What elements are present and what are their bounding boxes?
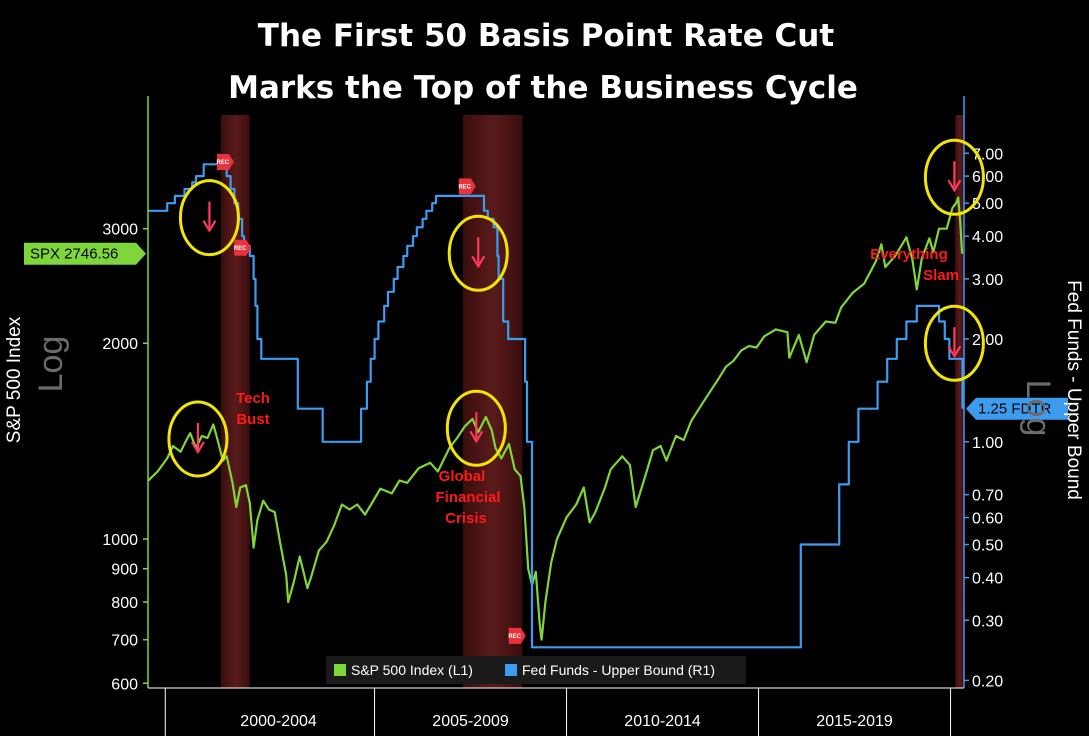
recession-band-1: [220, 115, 250, 688]
right-tick-label: 0.30: [972, 613, 1003, 630]
rec-marker-shape: [508, 627, 526, 644]
rec-marker-shape: [234, 239, 252, 256]
down-arrow-head: [202, 220, 217, 233]
highlight-ellipse: [445, 389, 507, 467]
spx-value-tag: SPX 2746.56: [24, 242, 146, 265]
annotation-everything-slam-line-2: Slam: [923, 267, 959, 284]
period-label-4: 2015-2019: [816, 713, 893, 730]
right-tick-label: 1.00: [972, 435, 1003, 452]
left-tick-label: 900: [111, 562, 138, 579]
chart-title-line-1: The First 50 Basis Point Rate Cut: [258, 18, 835, 54]
spx-series-line: [147, 196, 964, 641]
right-tick-label: 5.00: [972, 196, 1003, 213]
rec-marker-4: REC: [508, 627, 526, 644]
period-label-1: 2000-2004: [240, 713, 317, 730]
legend-label-fed: Fed Funds - Upper Bound (R1): [522, 662, 715, 678]
legend-swatch-fed: [505, 664, 517, 676]
chart-title-line-2: Marks the Top of the Business Cycle: [228, 70, 858, 106]
highlight-circle-5: [923, 138, 985, 216]
legend-label-spx: S&P 500 Index (L1): [351, 662, 473, 678]
down-arrow-head: [947, 179, 962, 193]
spx-tag-shape: [24, 242, 146, 265]
legend-background: [326, 656, 746, 684]
recession-band-2: [462, 115, 523, 688]
left-tick-label: 2000: [102, 336, 138, 353]
highlight-ellipse: [923, 138, 985, 216]
left-axis-scale-label: Log: [32, 336, 70, 393]
rec-marker-shape: [216, 153, 234, 170]
right-tick-label: 0.70: [972, 488, 1003, 505]
annotation-tech-bust-line-1: Tech: [236, 390, 270, 407]
rec-marker-3: REC: [458, 178, 476, 195]
annotation-everything-slam: Everything Slam: [870, 246, 959, 284]
annotation-gfc: Global Financial Crisis: [435, 468, 500, 527]
annotation-gfc-line-2: Financial: [435, 489, 500, 506]
spx-tag-label: SPX 2746.56: [30, 246, 118, 263]
axes: 600 700 800 900 1000 2000 3000 0.20 0.30 0.40 0.50…: [102, 96, 1003, 736]
annotation-tech-bust-line-2: Bust: [236, 411, 269, 428]
highlight-circle-1: [178, 179, 240, 257]
right-tick-label: 4.00: [972, 229, 1003, 246]
highlight-circle-4: [445, 389, 507, 467]
rec-marker-label: REC: [458, 184, 471, 190]
annotation-everything-slam-line-1: Everything: [870, 246, 948, 263]
fed-funds-value-tag: 1.25 FDTR: [966, 397, 1068, 420]
recession-bands: [220, 115, 964, 688]
rec-marker-label: REC: [217, 160, 230, 166]
left-tick-label: 700: [111, 633, 138, 650]
right-axis-label: Fed Funds - Upper Bound: [1063, 280, 1084, 500]
annotation-layer: REC REC REC REC SPX 2746.56 1.25 FDTR: [24, 138, 1068, 644]
down-arrow-head: [471, 255, 486, 269]
period-label-3: 2010-2014: [624, 713, 701, 730]
right-axis-scale-label: Log: [1019, 380, 1057, 437]
down-arrow-head: [469, 430, 484, 444]
annotation-gfc-line-1: Global: [439, 468, 486, 485]
left-tick-label: 3000: [102, 222, 138, 239]
recession-band-3: [955, 115, 964, 688]
rec-marker-shape: [458, 178, 476, 195]
right-tick-label: 2.00: [972, 332, 1003, 349]
rec-marker-label: REC: [508, 634, 521, 640]
right-tick-label: 6.00: [972, 169, 1003, 186]
rec-marker-2: REC: [234, 239, 252, 256]
highlight-ellipse: [923, 304, 985, 382]
down-arrow-head: [190, 441, 205, 455]
rec-marker-1: REC: [216, 153, 234, 170]
annotation-gfc-line-3: Crisis: [445, 510, 487, 527]
left-tick-label: 800: [111, 595, 138, 612]
highlight-ellipse: [178, 179, 240, 257]
legend-swatch-spx: [334, 664, 346, 676]
right-tick-label: 0.60: [972, 511, 1003, 528]
right-tick-label: 0.20: [972, 673, 1003, 690]
fed-tag-shape: [966, 397, 1068, 420]
highlight-circle-6: [923, 304, 985, 382]
legend: S&P 500 Index (L1) Fed Funds - Upper Bou…: [326, 656, 746, 684]
highlight-ellipse: [167, 400, 229, 478]
fed-tag-label: 1.25 FDTR: [978, 401, 1052, 418]
left-tick-label: 600: [111, 676, 138, 693]
down-arrow-head: [947, 345, 962, 359]
highlight-circle-2: [167, 400, 229, 478]
highlight-ellipse: [447, 214, 509, 292]
right-tick-label: 3.00: [972, 272, 1003, 289]
right-tick-label: 0.40: [972, 571, 1003, 588]
left-tick-label: 1000: [102, 532, 138, 549]
period-label-2: 2005-2009: [432, 713, 509, 730]
annotation-tech-bust: Tech Bust: [236, 390, 270, 428]
highlight-circle-3: [447, 214, 509, 292]
rec-marker-label: REC: [234, 246, 247, 252]
left-axis-label: S&P 500 Index: [4, 316, 25, 443]
right-tick-label: 0.50: [972, 538, 1003, 555]
